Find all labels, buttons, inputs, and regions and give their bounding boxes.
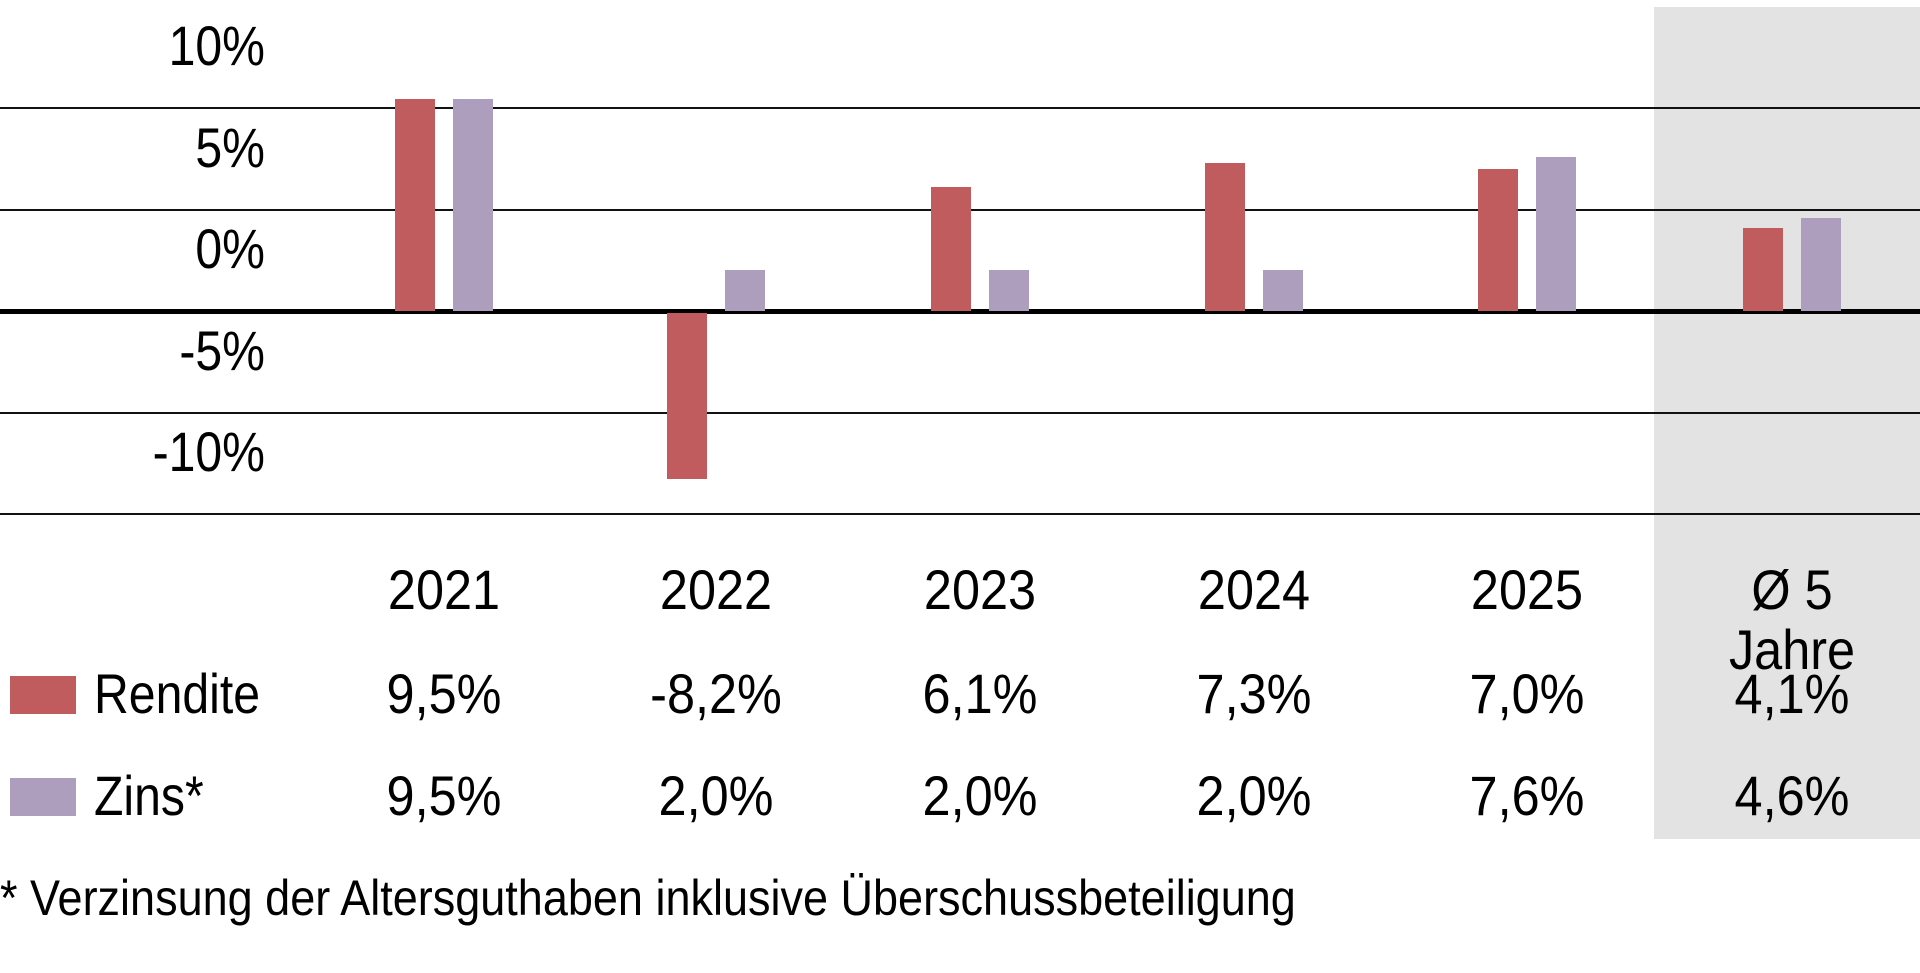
- zero-axis-line: [0, 309, 1920, 314]
- y-tick-label: 10%: [168, 14, 265, 77]
- value-cell: 9,5%: [386, 764, 502, 827]
- bar-zins-5: [1801, 217, 1841, 311]
- bar-rendite-1: [667, 313, 707, 480]
- y-tick-label: -5%: [179, 318, 265, 382]
- value-cell: 7,3%: [1196, 662, 1312, 725]
- category-label: 2021: [387, 558, 501, 621]
- gridline: [0, 411, 1920, 414]
- value-cell: 7,0%: [1469, 662, 1585, 725]
- legend-swatch-zins: [10, 778, 76, 816]
- bar-zins-4: [1536, 156, 1576, 311]
- value-cell: 6,1%: [922, 662, 1038, 725]
- bar-rendite-3: [1205, 162, 1245, 311]
- bar-rendite-2: [931, 187, 971, 311]
- legend-label-rendite: Rendite: [94, 662, 261, 725]
- value-cell: 9,5%: [386, 662, 502, 725]
- legend-label-zins: Zins*: [94, 764, 204, 827]
- value-cell: 4,6%: [1734, 764, 1850, 827]
- footnote: * Verzinsung der Altersguthaben inklusiv…: [0, 870, 1296, 926]
- bar-zins-1: [725, 270, 765, 311]
- bar-zins-0: [453, 98, 493, 311]
- value-cell: 2,0%: [1196, 764, 1312, 827]
- bar-rendite-5: [1743, 227, 1783, 311]
- bar-zins-2: [989, 270, 1029, 311]
- value-cell: -8,2%: [650, 662, 782, 725]
- category-label: Ø 5 Jahre: [1728, 558, 1856, 681]
- y-tick-label: 5%: [195, 115, 265, 179]
- bar-rendite-0: [395, 98, 435, 311]
- gridline: [0, 513, 1920, 515]
- value-cell: 4,1%: [1734, 662, 1850, 725]
- category-label: 2024: [1197, 558, 1311, 621]
- category-label: 2022: [659, 558, 773, 621]
- average-column-highlight: [1654, 7, 1920, 839]
- value-cell: 2,0%: [658, 764, 774, 827]
- gridline: [0, 107, 1920, 109]
- y-tick-label: -10%: [152, 420, 265, 483]
- legend-swatch-rendite: [10, 676, 76, 714]
- bar-zins-3: [1263, 270, 1303, 311]
- category-label: 2025: [1470, 558, 1584, 621]
- value-cell: 2,0%: [922, 764, 1038, 827]
- category-label: 2023: [923, 558, 1037, 621]
- y-tick-label: 0%: [195, 217, 265, 280]
- bar-rendite-4: [1478, 168, 1518, 311]
- value-cell: 7,6%: [1469, 764, 1585, 827]
